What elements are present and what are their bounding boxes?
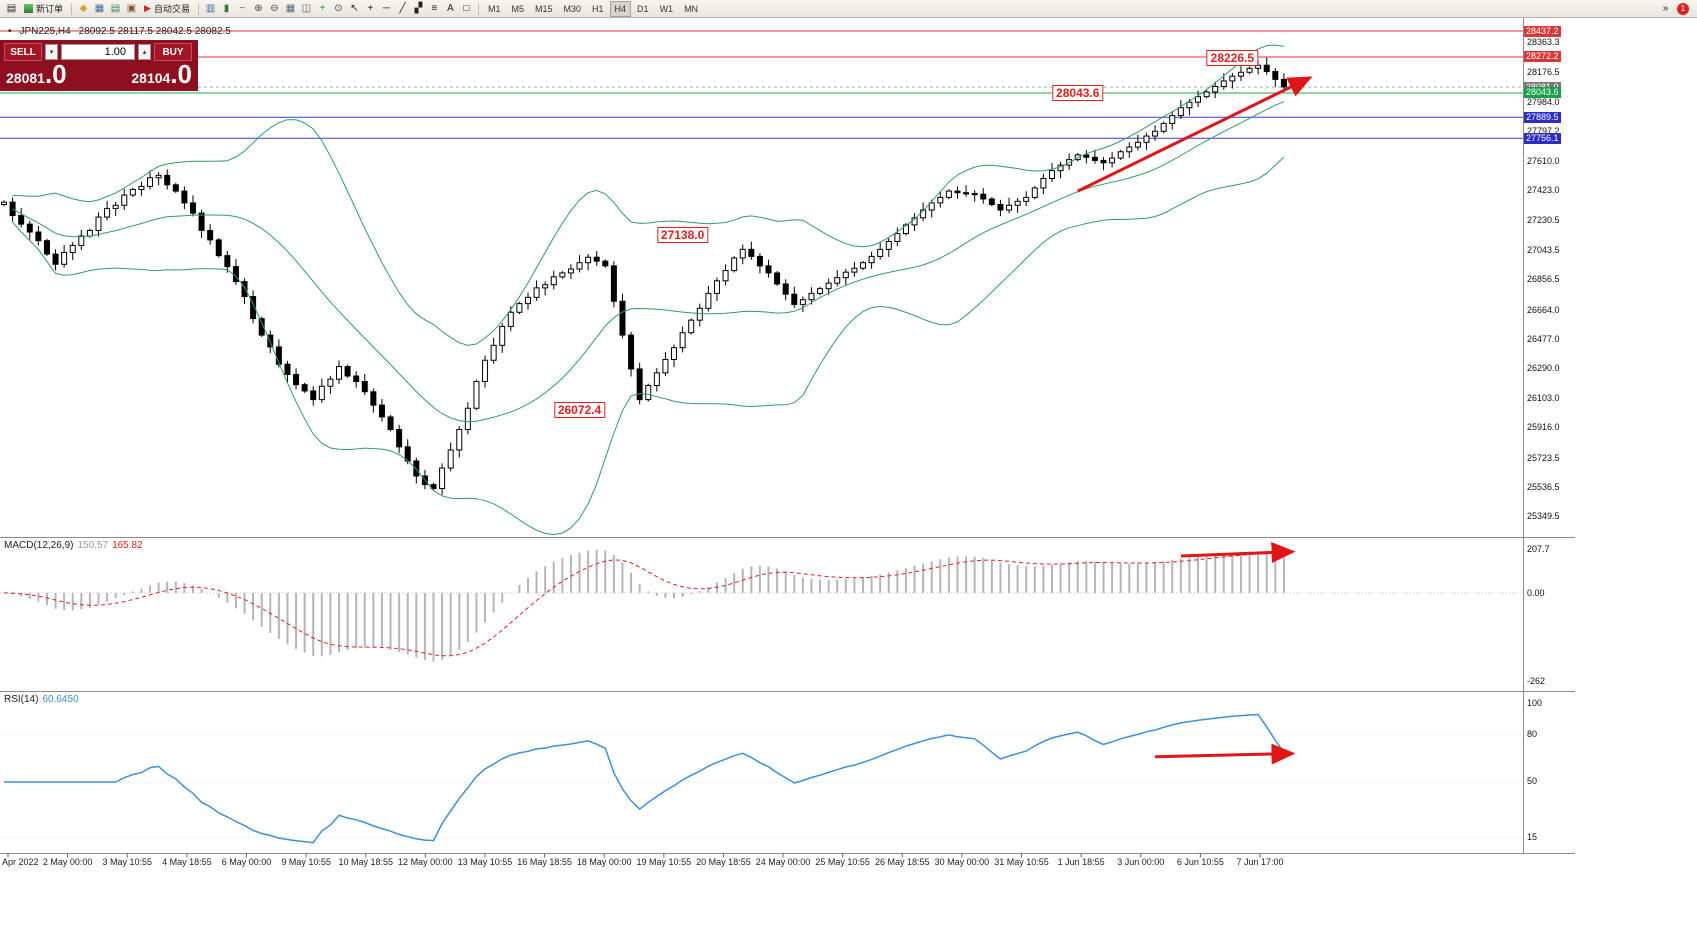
trend-arrow-objects[interactable] xyxy=(1077,76,1313,765)
price-annotation[interactable]: 28043.6 xyxy=(1052,85,1104,102)
notification-badge[interactable]: 1 xyxy=(1677,2,1689,15)
macd-signal-value: 165.82 xyxy=(112,540,143,551)
horizontal-line-icon[interactable]: ─ xyxy=(382,2,390,14)
zoom-out-icon[interactable]: ⊖ xyxy=(270,2,279,14)
autotrade-label: 自动交易 xyxy=(153,4,190,14)
buy-price-pips: .0 xyxy=(170,59,192,89)
sell-price-figure: 28081 xyxy=(6,70,45,86)
symbol-bullet-icon: • xyxy=(8,26,12,37)
rsi-pane-layer xyxy=(0,713,1523,844)
toolbar-separator xyxy=(71,2,73,15)
bar-chart-icon[interactable]: ▥ xyxy=(205,2,216,14)
pane-splitters[interactable] xyxy=(0,18,1575,854)
periods-icon[interactable]: ⊙ xyxy=(334,2,343,14)
macd-main-value: 150.57 xyxy=(77,540,109,551)
data-window-icon[interactable]: ▦ xyxy=(94,2,105,14)
zoom-in-icon[interactable]: ⊕ xyxy=(254,2,263,14)
symbol-timeframe-label: JPN225,H4 xyxy=(19,26,71,37)
rsi-name: RSI(14) xyxy=(4,694,39,705)
price-annotation[interactable]: 28226.5 xyxy=(1206,50,1259,67)
navigator-icon[interactable]: ▤ xyxy=(110,2,121,14)
rsi-indicator-label: RSI(14) 60.6450 xyxy=(4,694,79,705)
chart-ohlc-info: • JPN225,H4 28092.5 28117.5 28042.5 2808… xyxy=(8,26,231,37)
candlestick-chart-icon[interactable]: ▮ xyxy=(223,2,230,14)
new-order-button[interactable]: 新订单 xyxy=(20,1,67,17)
macd-name: MACD(12,26,9) xyxy=(4,540,74,551)
trendline-icon[interactable]: ╱ xyxy=(399,2,406,14)
rsi-value: 60.6450 xyxy=(42,694,79,705)
one-click-trading-panel: SELL ▾ ▴ BUY 28081.0 28104.0 xyxy=(0,40,198,91)
timeframe-D1[interactable]: D1 xyxy=(637,3,649,14)
indicators-add-icon[interactable]: + xyxy=(319,2,326,14)
timeframe-M15[interactable]: M15 xyxy=(534,3,553,14)
expand-toolbar-icon[interactable]: » xyxy=(1662,2,1669,14)
price-annotation[interactable]: 27138.0 xyxy=(656,227,709,244)
timeframe-M1[interactable]: M1 xyxy=(487,3,501,14)
autotrade-button[interactable]: ▶ 自动交易 xyxy=(140,1,194,17)
new-chart-icon[interactable]: ▤ xyxy=(6,2,17,14)
cursor-icon[interactable]: ↖ xyxy=(350,2,359,14)
horizontal-line-objects[interactable] xyxy=(0,30,1523,139)
buy-price-figure: 28104 xyxy=(131,70,171,86)
buy-price[interactable]: 28104.0 xyxy=(131,61,192,87)
fibonacci-icon[interactable]: ≡ xyxy=(431,2,438,14)
channel-icon[interactable]: ▞ xyxy=(414,2,423,14)
macd-pane-layer xyxy=(0,549,1523,662)
macd-indicator-label: MACD(12,26,9) 150.57 165.82 xyxy=(4,540,143,551)
timeframe-MN[interactable]: MN xyxy=(684,3,699,14)
sell-price-pips: .0 xyxy=(44,59,67,89)
time-axis-ticks xyxy=(7,853,1261,858)
shapes-icon[interactable]: □ xyxy=(463,2,470,14)
volume-increase-button[interactable]: ▴ xyxy=(138,44,151,60)
autotrade-icon: ▶ xyxy=(144,3,151,13)
new-order-label: 新订单 xyxy=(36,4,64,14)
bollinger-bands-layer xyxy=(12,44,1285,536)
timeframe-W1[interactable]: W1 xyxy=(659,3,674,14)
strategy-tester-icon[interactable]: ▣ xyxy=(126,2,137,14)
price-annotation[interactable]: 26072.4 xyxy=(553,401,606,418)
line-chart-icon[interactable]: ~ xyxy=(239,2,246,14)
ohlc-values: 28092.5 28117.5 28042.5 28082.5 xyxy=(78,26,231,37)
candles-layer xyxy=(1,57,1287,495)
tile-windows-icon[interactable]: ◫ xyxy=(301,2,312,14)
timeframe-H4[interactable]: H4 xyxy=(609,0,632,17)
buy-button[interactable]: BUY xyxy=(154,43,192,61)
text-icon[interactable]: A xyxy=(447,2,454,14)
volume-decrease-button[interactable]: ▾ xyxy=(45,44,58,60)
chart-canvas[interactable] xyxy=(0,0,1575,880)
crosshair-icon[interactable]: + xyxy=(367,2,374,14)
timeframe-M5[interactable]: M5 xyxy=(511,3,524,14)
timeframe-M30[interactable]: M30 xyxy=(563,3,582,14)
market-watch-icon[interactable]: ◆ xyxy=(79,2,88,14)
sell-price[interactable]: 28081.0 xyxy=(6,61,67,87)
grid-icon[interactable]: ▦ xyxy=(285,2,296,14)
volume-input[interactable] xyxy=(61,44,135,60)
new-order-icon xyxy=(24,4,33,13)
toolbar-separator xyxy=(477,2,479,15)
sell-button[interactable]: SELL xyxy=(4,43,42,61)
toolbar: ▤ 新订单 ◆ ▦ ▤ ▣ ▶ 自动交易 ▥ ▮ ~ ⊕ ⊖ ▦ ◫ + ⊙ ↖ + ─ ╱ ▞ ≡ A □ M1 M5… xyxy=(0,0,1697,18)
timeframe-H1[interactable]: H1 xyxy=(592,3,604,14)
toolbar-separator xyxy=(197,2,199,15)
